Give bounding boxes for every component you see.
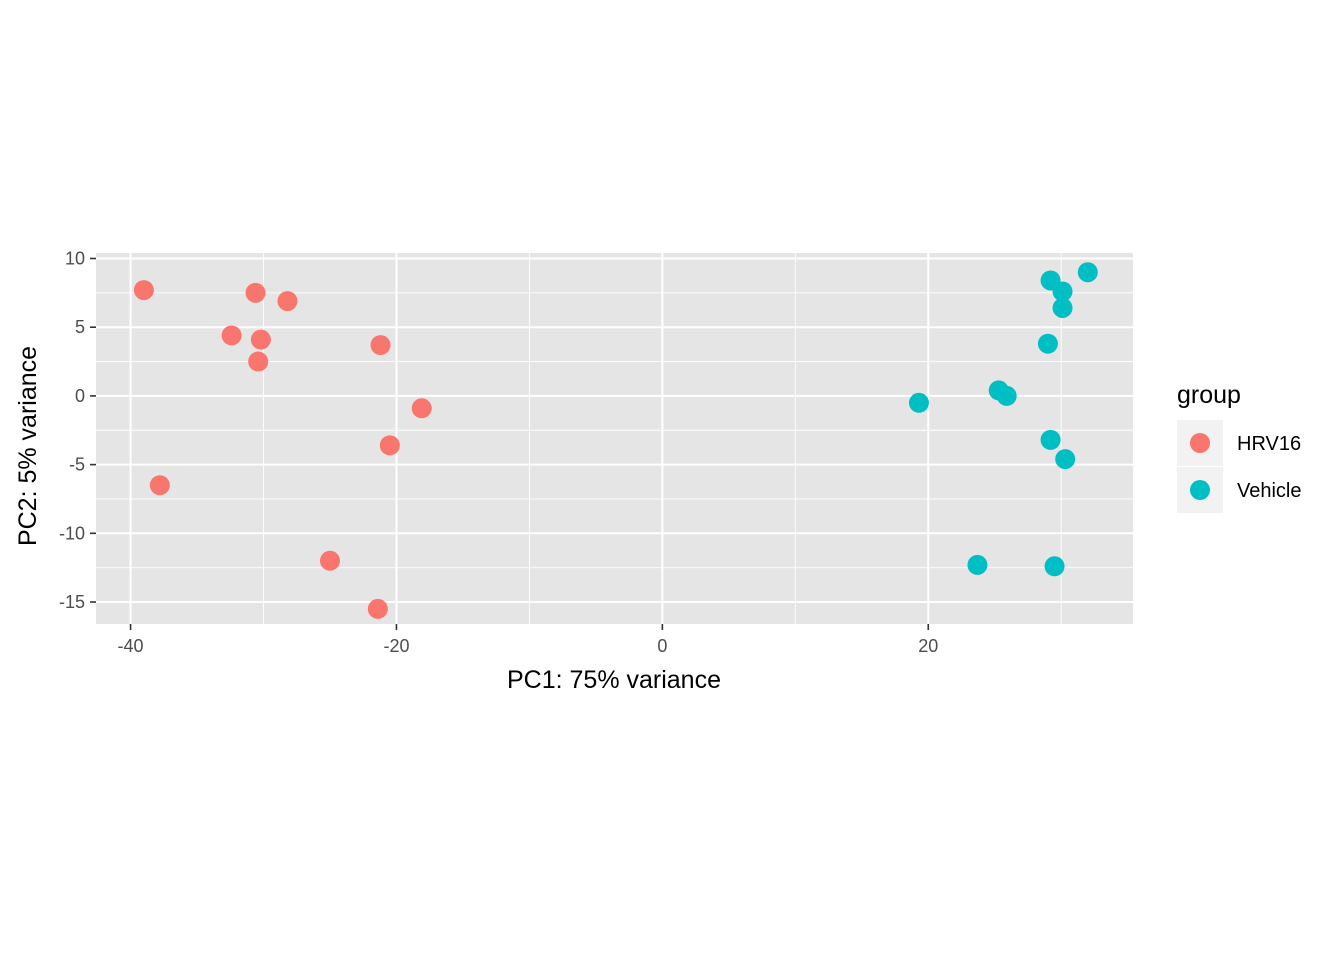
point-hrv16 (319, 550, 340, 571)
point-vehicle (1052, 297, 1073, 318)
y-axis: 10 5 0 -5 -10 -15 (59, 248, 96, 612)
x-tick-label: 0 (657, 636, 667, 656)
panel-background (96, 253, 1133, 624)
point-hrv16 (411, 398, 432, 419)
legend-label-vehicle: Vehicle (1237, 480, 1302, 502)
point-vehicle (1052, 281, 1073, 302)
point-vehicle (1037, 333, 1058, 354)
legend: group HRV16 Vehicle (1177, 381, 1302, 513)
y-tick-label: 5 (75, 317, 85, 337)
legend-label-hrv16: HRV16 (1237, 433, 1301, 455)
y-tick-label: 0 (75, 386, 85, 406)
point-hrv16 (248, 351, 269, 372)
y-tick-label: -5 (69, 455, 85, 475)
x-axis: -40 -20 0 20 (118, 624, 938, 656)
point-hrv16 (221, 325, 242, 346)
point-hrv16 (367, 598, 388, 619)
point-hrv16 (133, 280, 154, 301)
point-hrv16 (250, 329, 271, 350)
point-hrv16 (379, 435, 400, 456)
point-vehicle (908, 392, 929, 413)
point-vehicle (1040, 429, 1061, 450)
point-hrv16 (149, 475, 170, 496)
y-tick-label: 10 (65, 248, 85, 268)
point-hrv16 (245, 282, 266, 303)
point-vehicle (967, 554, 988, 575)
x-tick-label: 20 (918, 636, 938, 656)
x-tick-label: -40 (118, 636, 144, 656)
legend-key-hrv16 (1190, 433, 1210, 453)
x-axis-title: PC1: 75% variance (507, 666, 721, 694)
legend-key-vehicle (1190, 480, 1210, 500)
y-axis-title: PC2: 5% variance (14, 346, 42, 546)
point-vehicle (1044, 556, 1065, 577)
legend-title: group (1177, 381, 1241, 409)
point-hrv16 (277, 291, 298, 312)
point-vehicle (996, 385, 1017, 406)
x-tick-label: -20 (383, 636, 409, 656)
y-tick-label: -10 (59, 523, 85, 543)
data-points (133, 262, 1098, 619)
point-hrv16 (370, 335, 391, 356)
plot-panel (96, 253, 1133, 624)
point-vehicle (1055, 449, 1076, 470)
point-vehicle (1077, 262, 1098, 283)
y-tick-label: -15 (59, 592, 85, 612)
